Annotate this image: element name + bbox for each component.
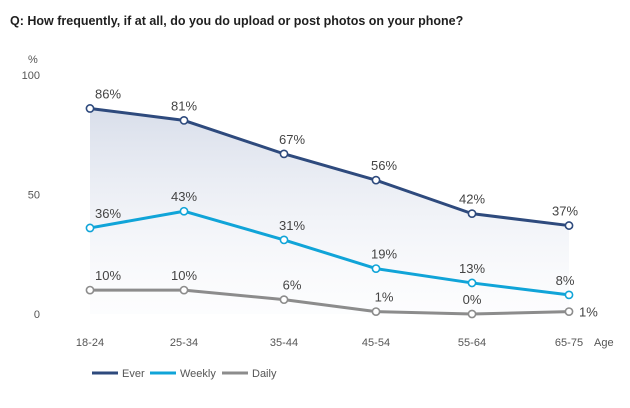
axis-layer: % Age 0 50 100 18-24 25-34 35-44 45-54 55-64 65-… <box>22 54 614 349</box>
ever-data-label: 81% <box>171 98 197 113</box>
y-tick-label: 50 <box>28 190 40 202</box>
ever-data-point <box>564 221 574 230</box>
area-layer <box>90 108 569 315</box>
weekly-data-point <box>371 264 381 273</box>
weekly-data-label: 43% <box>171 189 197 204</box>
x-axis-title: Age <box>594 337 614 349</box>
ever-area-fill <box>90 108 569 315</box>
daily-data-point <box>279 295 289 305</box>
weekly-series-line <box>88 209 571 297</box>
weekly-data-point <box>179 206 189 216</box>
daily-data-point <box>564 307 574 317</box>
weekly-data-label: 8% <box>556 273 575 288</box>
x-tick-label: 65-75 <box>555 337 583 349</box>
daily-data-point <box>371 307 381 317</box>
series-points <box>85 104 574 319</box>
daily-data-label: 6% <box>283 278 302 293</box>
x-tick-label: 45-54 <box>362 337 390 349</box>
x-tick-label: 18-24 <box>76 337 104 349</box>
ever-data-point <box>179 116 189 125</box>
weekly-data-point <box>467 278 477 288</box>
legend: Ever Weekly Daily <box>92 368 277 380</box>
x-tick-label: 55-64 <box>458 337 486 349</box>
weekly-data-point <box>564 290 574 300</box>
ever-series-line <box>88 106 571 228</box>
ever-data-label: 42% <box>459 192 485 207</box>
y-tick-label: 0 <box>34 309 40 321</box>
x-tick-label: 25-34 <box>170 337 198 349</box>
ever-data-label: 56% <box>371 158 397 173</box>
daily-data-point <box>85 285 95 295</box>
weekly-data-point <box>279 235 289 245</box>
weekly-data-label: 19% <box>371 247 397 262</box>
daily-data-label: 10% <box>95 268 121 283</box>
ever-data-point <box>279 149 289 159</box>
y-axis-title: % <box>28 54 38 66</box>
ever-legend-label: Ever <box>122 368 145 380</box>
daily-data-point <box>179 285 189 295</box>
daily-legend-label: Daily <box>252 368 277 380</box>
question-title: Q: How frequently, if at all, do you do … <box>10 14 464 28</box>
series-lines <box>88 106 571 316</box>
daily-data-label: 0% <box>463 292 482 307</box>
weekly-data-label: 13% <box>459 261 485 276</box>
weekly-data-point <box>85 223 95 233</box>
daily-series-line <box>88 288 571 316</box>
ever-data-point <box>371 175 381 185</box>
ever-data-point <box>467 209 477 219</box>
daily-data-point <box>467 309 477 319</box>
daily-data-label: 10% <box>171 268 197 283</box>
daily-data-label: 1% <box>579 305 598 320</box>
ever-data-label: 37% <box>552 204 578 219</box>
x-tick-label: 35-44 <box>270 337 298 349</box>
daily-data-label: 1% <box>375 290 394 305</box>
y-tick-label: 100 <box>22 70 40 82</box>
ever-data-point <box>85 104 95 113</box>
data-labels: 86% 81% 67% 56% 42% 37% 36% 43% 31% 19% 13% 8% 10% 10… <box>95 86 598 319</box>
weekly-data-label: 36% <box>95 206 121 221</box>
ever-data-label: 67% <box>279 132 305 147</box>
weekly-data-label: 31% <box>279 218 305 233</box>
weekly-legend-label: Weekly <box>180 368 216 380</box>
ever-data-label: 86% <box>95 86 121 101</box>
